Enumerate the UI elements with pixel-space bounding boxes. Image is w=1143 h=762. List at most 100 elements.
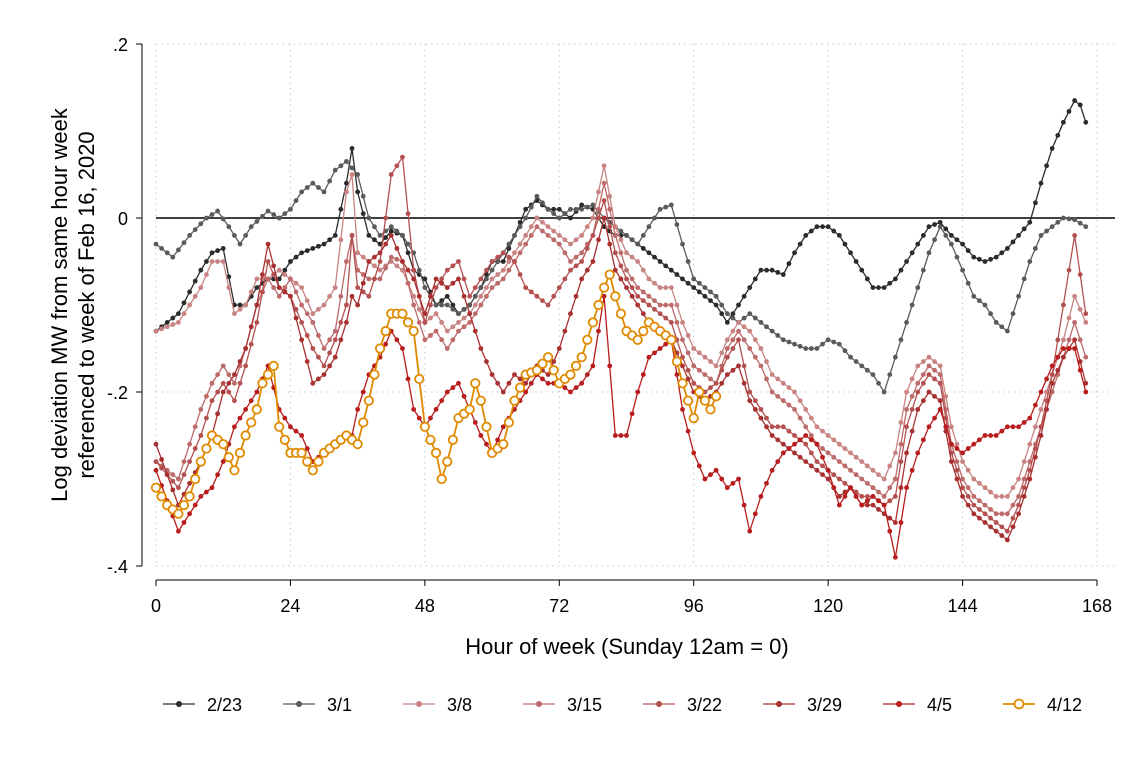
point-3-8-81 [607, 193, 613, 199]
point-3-29-119 [820, 472, 825, 478]
point-3-29-52 [444, 285, 450, 290]
point-3-15-40 [377, 276, 383, 282]
point-3-15-153 [1010, 502, 1016, 508]
point-3-15-3 [170, 472, 176, 478]
point-3-8-76 [579, 233, 585, 238]
point-3-22-33 [338, 320, 344, 325]
point-3-29-149 [988, 524, 993, 530]
point-3-1-124 [848, 354, 853, 360]
point-3-8-103 [730, 328, 736, 334]
point-3-1-164 [1072, 217, 1077, 223]
point-3-8-125 [853, 454, 859, 460]
point-3-1-27 [304, 185, 310, 190]
point-3-8-22 [276, 267, 282, 273]
point-3-29-49 [428, 293, 433, 299]
point-3-15-72 [556, 241, 562, 247]
point-3-1-105 [741, 315, 747, 321]
point-2-23-112 [780, 272, 786, 277]
point-3-1-112 [780, 337, 786, 343]
point-3-29-162 [1060, 354, 1066, 360]
point-3-29-147 [976, 515, 982, 521]
point-3-29-117 [808, 463, 814, 469]
point-3-1-14 [232, 233, 237, 238]
point-2-23-5 [181, 300, 187, 306]
point-3-8-142 [948, 424, 954, 430]
point-3-1-24 [288, 206, 293, 212]
point-3-8-139 [932, 359, 937, 364]
point-3-1-100 [713, 293, 719, 299]
point-2-23-166 [1083, 119, 1089, 125]
point-2-23-151 [999, 250, 1005, 256]
point-4-5-93 [674, 372, 680, 377]
point-3-15-80 [601, 180, 607, 186]
point-4-12-92 [666, 334, 677, 345]
point-4-12-27 [302, 456, 313, 467]
point-3-8-32 [332, 285, 338, 290]
point-3-1-32 [332, 167, 338, 173]
point-3-1-159 [1044, 228, 1049, 234]
point-4-5-128 [870, 494, 876, 499]
point-2-23-130 [881, 285, 887, 290]
point-3-29-122 [836, 494, 842, 499]
point-3-8-147 [976, 480, 982, 486]
point-4-5-44 [400, 346, 405, 351]
x-tick-label-0: 0 [151, 596, 161, 616]
point-3-1-34 [344, 159, 349, 164]
point-3-29-18 [254, 302, 260, 308]
point-3-22-64 [512, 259, 517, 264]
point-3-29-136 [915, 407, 921, 412]
point-2-23-10 [209, 250, 215, 256]
point-3-22-147 [976, 507, 982, 512]
point-3-15-52 [444, 346, 450, 351]
point-4-5-151 [999, 428, 1005, 434]
point-3-1-2 [164, 250, 170, 256]
point-4-12-59 [481, 421, 492, 432]
point-3-8-9 [204, 272, 209, 277]
point-3-15-109 [764, 376, 769, 382]
point-3-15-60 [489, 285, 495, 290]
point-4-5-160 [1049, 363, 1055, 369]
point-3-15-94 [680, 337, 685, 343]
point-3-15-62 [500, 276, 506, 282]
point-2-23-87 [640, 246, 646, 251]
point-4-5-62 [500, 424, 506, 430]
point-3-29-132 [892, 520, 898, 525]
point-3-29-153 [1010, 524, 1016, 530]
point-3-8-127 [864, 463, 870, 469]
point-3-22-87 [640, 298, 646, 304]
point-2-23-109 [764, 267, 769, 273]
series-layer [150, 98, 1089, 560]
point-3-15-111 [775, 393, 781, 399]
point-3-22-136 [915, 389, 921, 395]
point-4-5-110 [769, 467, 775, 473]
point-3-8-141 [943, 393, 949, 399]
point-2-23-165 [1077, 102, 1083, 108]
point-3-8-129 [876, 472, 881, 478]
point-3-29-165 [1077, 359, 1083, 364]
point-4-12-5 [178, 499, 190, 511]
point-4-5-138 [926, 424, 932, 430]
point-3-22-132 [892, 494, 898, 499]
point-3-1-60 [489, 267, 495, 273]
point-3-1-8 [198, 221, 204, 227]
point-2-23-2 [164, 320, 170, 325]
point-3-8-153 [1010, 485, 1016, 491]
point-4-12-48 [419, 421, 430, 432]
point-3-29-75 [573, 293, 579, 299]
point-3-29-38 [366, 259, 372, 264]
point-3-29-101 [719, 380, 725, 386]
point-4-5-145 [965, 446, 971, 451]
point-3-22-143 [954, 467, 960, 473]
point-3-1-30 [321, 189, 327, 195]
point-3-29-157 [1032, 454, 1038, 460]
point-4-5-26 [299, 433, 305, 438]
point-2-23-63 [506, 246, 512, 251]
point-3-22-28 [310, 346, 316, 351]
point-3-22-14 [232, 398, 237, 404]
x-axis-label: Hour of week (Sunday 12am = 0) [465, 634, 788, 659]
point-2-23-150 [993, 254, 999, 260]
point-4-5-141 [943, 424, 949, 430]
point-3-1-36 [355, 172, 361, 177]
point-4-5-152 [1004, 424, 1010, 430]
point-2-23-76 [579, 202, 585, 208]
